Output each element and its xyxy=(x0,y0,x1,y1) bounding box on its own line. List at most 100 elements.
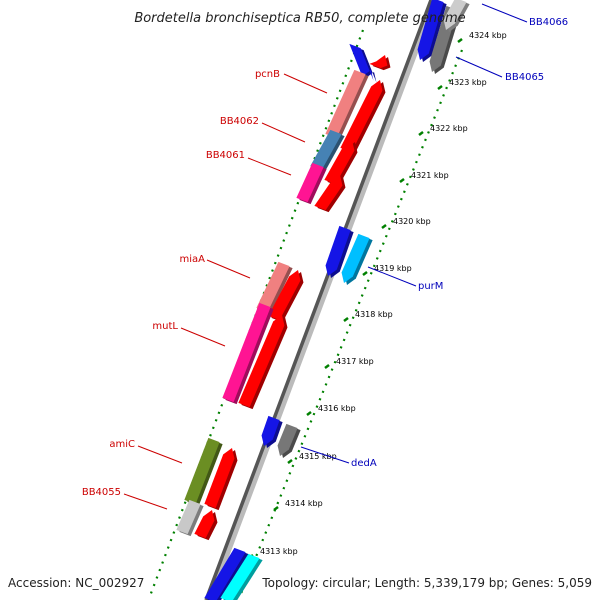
tick-mark-4 xyxy=(306,411,312,416)
leader-miaA xyxy=(206,259,251,279)
tick-label-1: 4313 kbp xyxy=(260,547,298,556)
tick-label-6: 4318 kbp xyxy=(355,310,393,319)
gene-arrow-BB4062-red xyxy=(324,140,358,187)
gene-arrow-purM-blue-body xyxy=(325,225,351,276)
tick-label-4: 4316 kbp xyxy=(318,404,356,413)
leader-mutL xyxy=(180,327,226,347)
gene-block-BB4055-gray xyxy=(176,499,204,537)
leader-amiC xyxy=(137,445,183,464)
tick-label-2: 4314 kbp xyxy=(285,499,323,508)
leader-purM xyxy=(367,266,417,287)
tick-label-7: 4319 kbp xyxy=(374,264,412,273)
label-leaders xyxy=(123,3,528,510)
gene-label-BB4065: BB4065 xyxy=(505,72,544,83)
gene-arrow-top-lightgray xyxy=(443,0,470,32)
tick-mark-8 xyxy=(381,224,387,229)
leader-dedA xyxy=(300,446,350,464)
gene-arrow-dedA-gray-body xyxy=(277,423,298,456)
major-ticks xyxy=(248,38,463,559)
gene-arrow-BB4062-red-body xyxy=(324,140,355,185)
gene-arrow-BB4055-red xyxy=(194,510,218,541)
tick-mark-7 xyxy=(362,271,368,276)
gene-arrow-BB4066-blue xyxy=(417,0,447,62)
gene-label-BB4062: BB4062 xyxy=(220,116,259,127)
map-title: Bordetella bronchiseptica RB50, complete… xyxy=(134,11,465,26)
tick-label-3: 4315 kbp xyxy=(299,452,337,461)
backbone xyxy=(204,0,438,600)
tick-label-9: 4321 kbp xyxy=(411,171,449,180)
tick-mark-9 xyxy=(399,178,405,183)
tick-mark-12 xyxy=(457,38,463,43)
gene-arrow-amiC-red xyxy=(204,448,238,511)
gene-arrow-top-lightgray-body xyxy=(443,0,467,30)
gene-block-amiC-olive-body xyxy=(184,437,220,505)
leader-BB4055 xyxy=(123,493,168,510)
tick-mark-10 xyxy=(418,131,424,136)
gene-block-mutL-pink xyxy=(222,302,274,405)
genes-layer xyxy=(176,0,470,600)
gene-block-bottom-blue-body xyxy=(204,547,246,600)
gene-label-BB4061: BB4061 xyxy=(206,150,245,161)
gene-arrow-top-blue xyxy=(349,43,377,83)
leader-BB4061 xyxy=(247,157,292,176)
gene-block-BB4055-gray-body xyxy=(176,499,201,535)
gene-label-miaA: miaA xyxy=(180,254,206,265)
gene-label-pcnB: pcnB xyxy=(255,69,280,80)
tick-label-10: 4322 kbp xyxy=(430,124,468,133)
gene-block-BB4061-pink-body xyxy=(296,162,324,203)
gene-arrow-miaA-red xyxy=(268,270,304,323)
leader-BB4062 xyxy=(261,122,306,143)
leader-BB4065 xyxy=(455,56,503,78)
gene-arrow-BB4066-blue-body xyxy=(417,0,444,60)
gene-block-amiC-olive xyxy=(184,437,223,507)
gene-arrow-pcnB-red-small-body xyxy=(369,55,388,69)
gene-arrow-dedA-blue-body xyxy=(261,415,280,446)
topology-text: Topology: circular; Length: 5,339,179 bp… xyxy=(261,576,592,590)
accession-text: Accession: NC_002927 xyxy=(8,576,144,590)
leader-pcnB xyxy=(283,73,328,94)
gene-arrow-pcnB-red xyxy=(340,80,386,155)
gene-label-BB4066: BB4066 xyxy=(529,17,568,28)
gene-labels: pcnB BB4062 BB4061 miaA mutL amiC BB4055… xyxy=(82,17,568,498)
tick-mark-2 xyxy=(273,506,279,511)
gene-arrow-purM-blue xyxy=(325,225,354,278)
tick-mark-3 xyxy=(287,459,293,464)
gene-block-mutL-pink-body xyxy=(222,302,271,403)
gene-arrow-BB4061-red xyxy=(314,175,346,213)
gene-block-miaA-salmon xyxy=(256,261,293,315)
tick-mark-6 xyxy=(343,317,349,322)
gene-block-bottom-cyan xyxy=(220,553,263,600)
tick-labels: 4313 kbp 4314 kbp 4315 kbp 4316 kbp 4317 kbp… xyxy=(260,31,507,556)
gene-block-BB4062-steelblue xyxy=(310,129,345,173)
gene-arrow-dedA-gray xyxy=(277,423,301,458)
gene-arrow-miaA-red-body xyxy=(268,270,301,321)
gene-label-mutL: mutL xyxy=(152,321,178,332)
tick-label-11: 4323 kbp xyxy=(449,78,487,87)
tick-mark-11 xyxy=(437,85,443,90)
gene-arrow-top-blue-body xyxy=(349,43,374,81)
gene-arrow-mutL-red xyxy=(238,315,288,410)
gene-arrow-BB4055-red-body xyxy=(194,510,215,539)
gene-block-BB4061-pink xyxy=(296,162,327,205)
gene-label-BB4055: BB4055 xyxy=(82,487,121,498)
gene-arrow-amiC-red-body xyxy=(204,448,235,509)
gene-label-amiC: amiC xyxy=(109,439,135,450)
gene-arrow-dedA-blue xyxy=(261,415,283,448)
gene-block-BB4062-steelblue-body xyxy=(310,129,342,171)
tick-mark-5 xyxy=(324,364,330,369)
backbone-shadow xyxy=(205,0,438,600)
gene-arrow-mutL-red-body xyxy=(238,315,285,408)
gene-label-purM: purM xyxy=(418,281,443,292)
leader-BB4066 xyxy=(481,3,528,23)
gene-block-miaA-salmon-body xyxy=(256,261,290,313)
gene-block-pcnB-salmon xyxy=(325,69,369,141)
tick-label-8: 4320 kbp xyxy=(393,217,431,226)
ticks-layer: 4313 kbp 4314 kbp 4315 kbp 4316 kbp 4317 kbp… xyxy=(148,29,507,597)
gene-block-bottom-blue xyxy=(204,547,249,600)
backbone-line xyxy=(204,0,433,600)
tick-label-5: 4317 kbp xyxy=(336,357,374,366)
gene-arrow-purM-cyan xyxy=(341,233,373,285)
tick-label-12: 4324 kbp xyxy=(469,31,507,40)
